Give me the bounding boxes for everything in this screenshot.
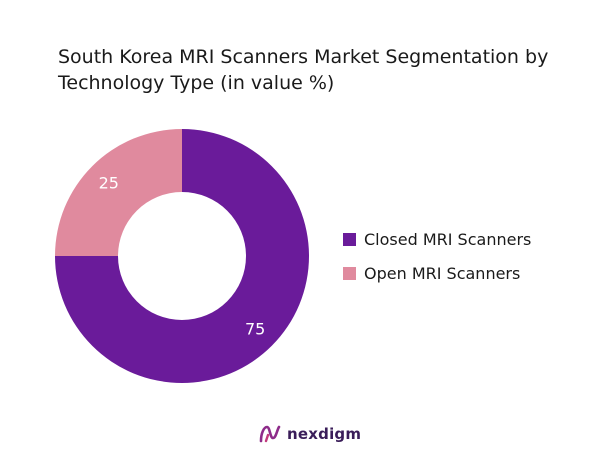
chart-title: South Korea MRI Scanners Market Segmenta… — [58, 46, 549, 94]
legend-label-0: Closed MRI Scanners — [364, 229, 532, 249]
slice-value-label-1: 25 — [99, 173, 119, 192]
nexdigm-logo-icon — [259, 425, 281, 443]
slice-value-label-0: 75 — [245, 320, 265, 339]
brand-footer: nexdigm — [258, 424, 361, 444]
donut-slice-0 — [55, 129, 309, 383]
legend: Closed MRI Scanners Open MRI Scanners — [343, 222, 531, 290]
legend-label-1: Open MRI Scanners — [364, 263, 521, 283]
legend-swatch-0 — [343, 232, 356, 246]
brand-name: nexdigm — [287, 425, 362, 443]
legend-swatch-1 — [343, 266, 356, 280]
donut-slice-1 — [55, 129, 182, 256]
legend-item-0: Closed MRI Scanners — [343, 222, 531, 256]
legend-item-1: Open MRI Scanners — [343, 256, 531, 290]
